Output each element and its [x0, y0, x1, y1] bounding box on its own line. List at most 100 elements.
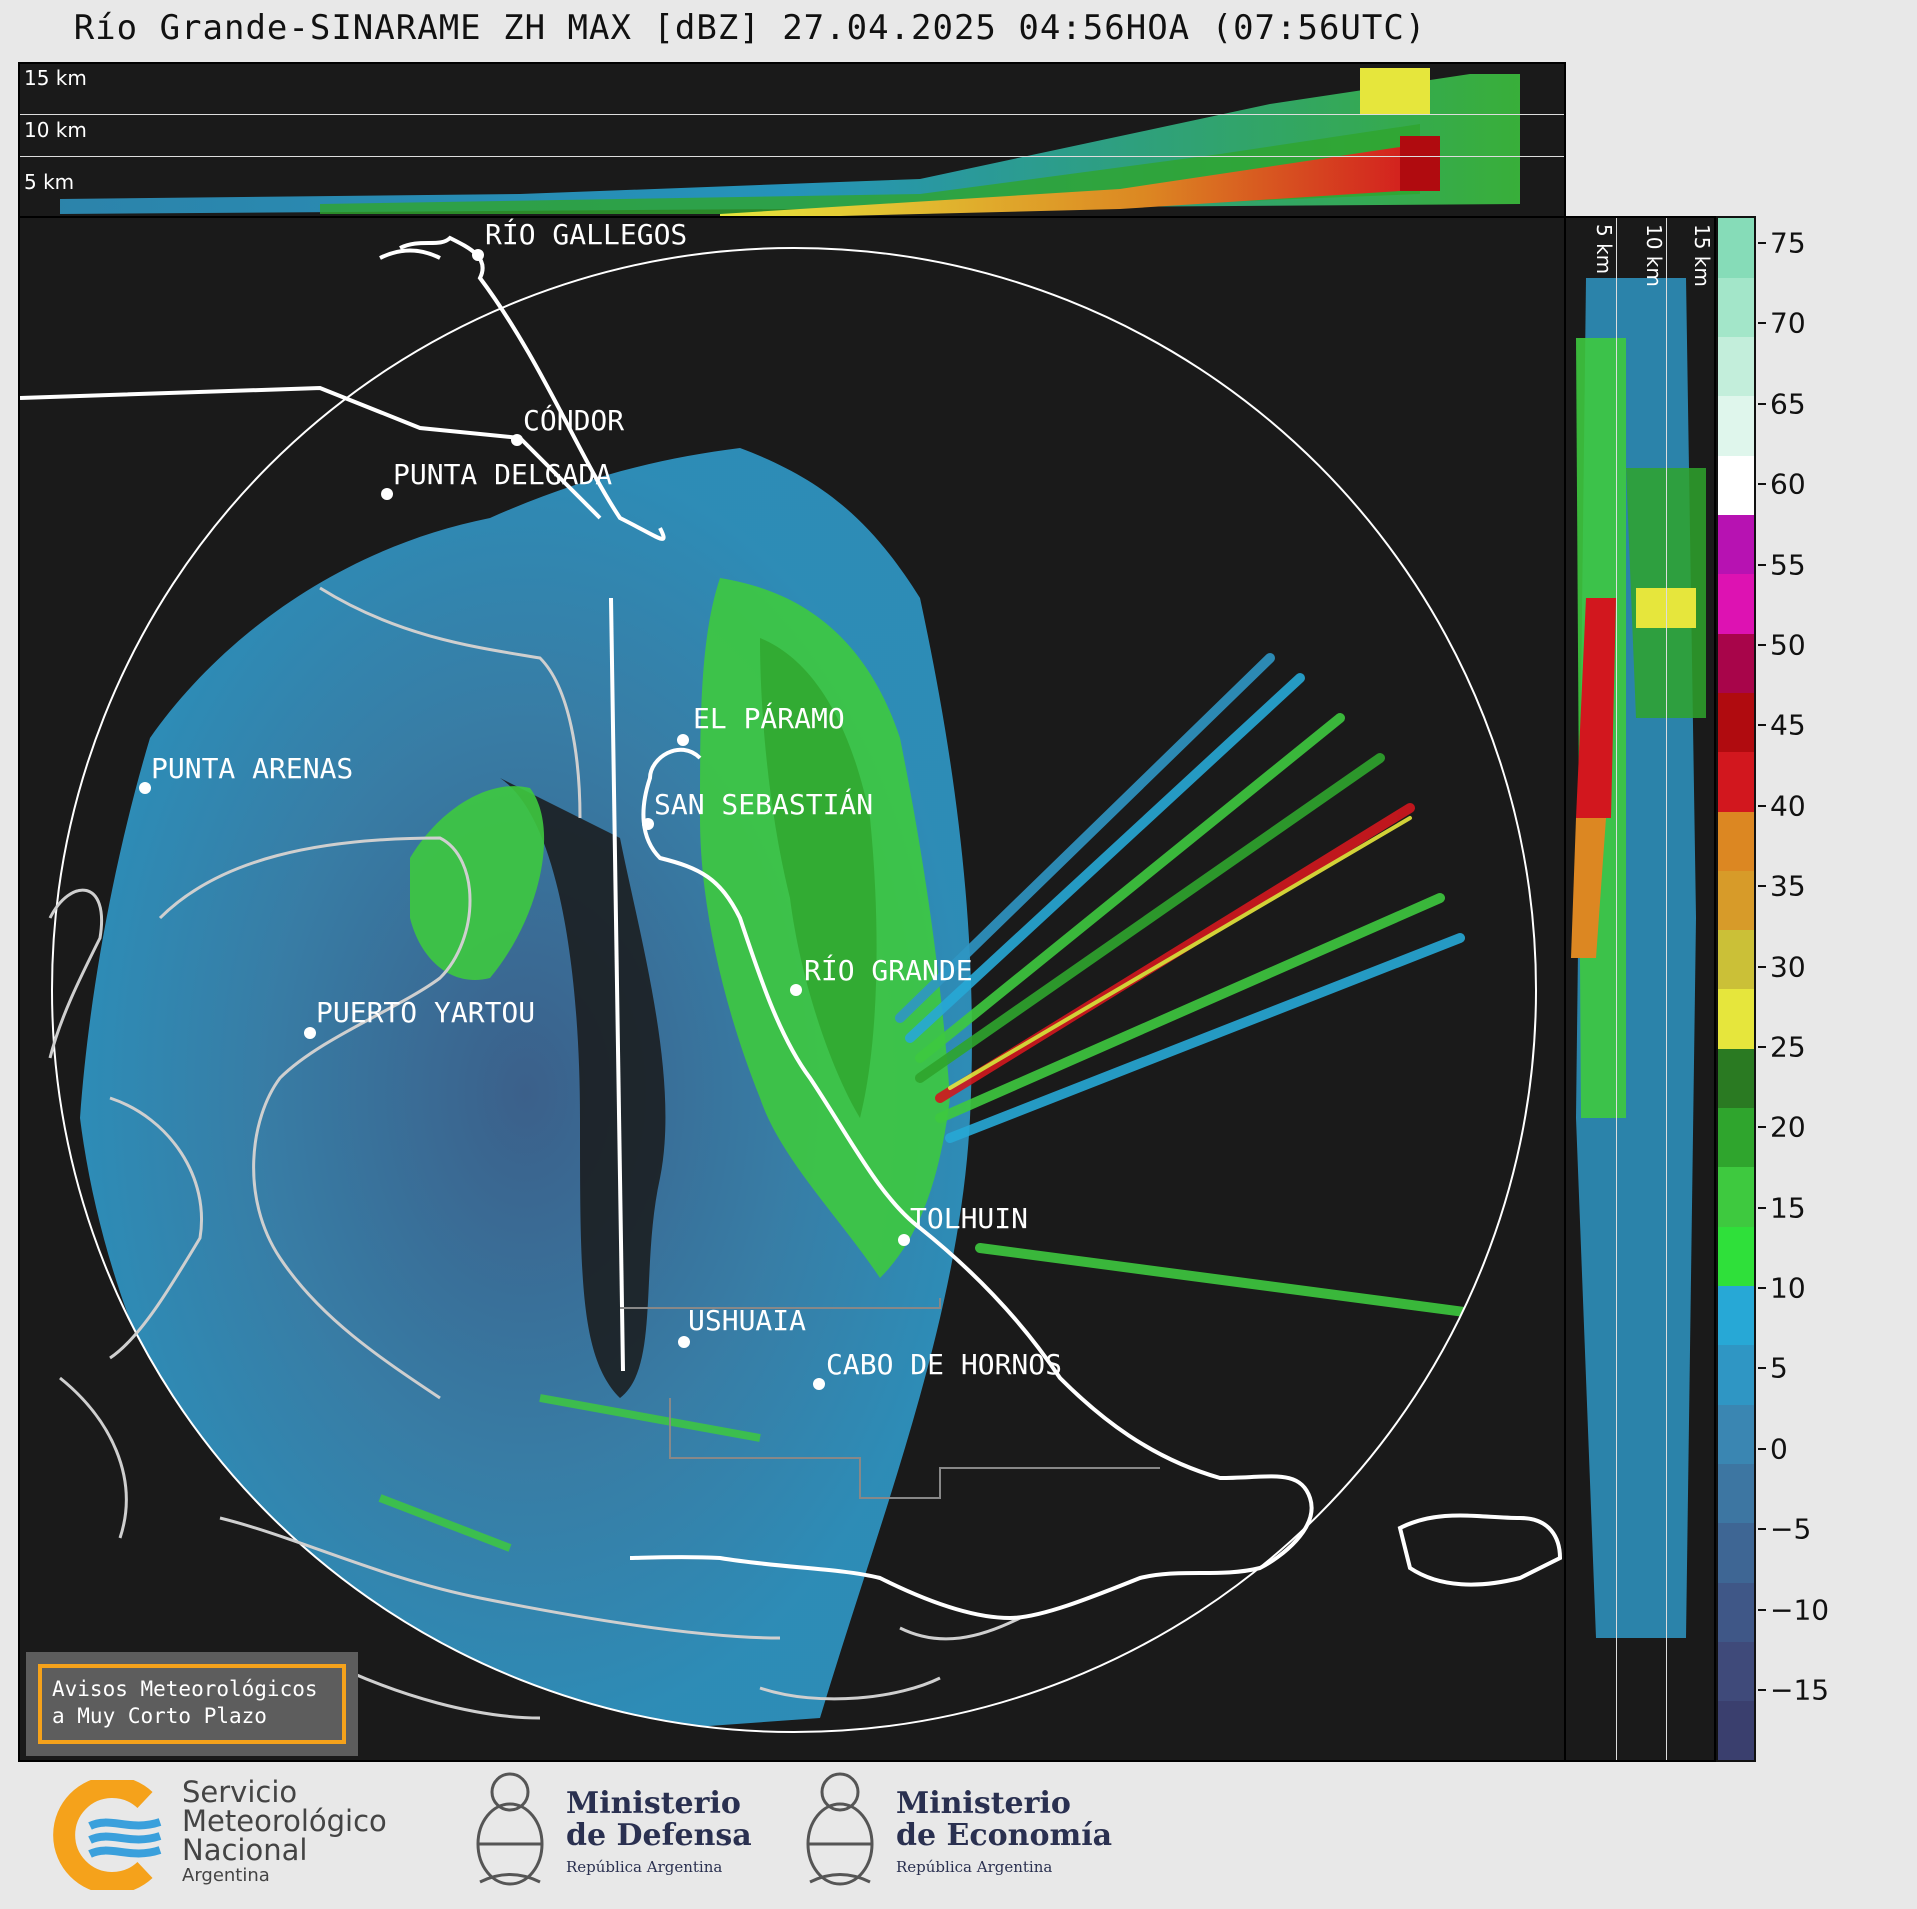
colorbar-tick-label: 30 [1770, 950, 1806, 983]
smn-line-4: Argentina [182, 1865, 270, 1886]
colorbar-tick-label: 35 [1770, 869, 1806, 903]
height-line-15km [20, 114, 1564, 115]
colorbar-tick [1758, 563, 1766, 566]
colorbar-tick [1758, 1287, 1766, 1290]
colorbar-segment [1718, 277, 1754, 338]
colorbar-segment [1718, 1463, 1754, 1524]
colorbar-segment [1718, 1048, 1754, 1109]
colorbar-tick [1758, 724, 1766, 727]
colorbar-tick [1758, 643, 1766, 646]
colorbar-tick-label: 70 [1770, 306, 1806, 340]
city-marker [678, 1336, 690, 1348]
colorbar-tick-label: −10 [1770, 1593, 1830, 1627]
economia-line-1: Ministerio [896, 1786, 1071, 1821]
range-ring [51, 247, 1537, 1733]
side-cross-section-panel: 5 km 10 km 15 km [1564, 216, 1716, 1762]
colorbar-segment [1718, 1404, 1754, 1464]
city-marker [642, 818, 654, 830]
colorbar-segment [1718, 1107, 1754, 1168]
height-label-10km: 10 km [1642, 224, 1666, 287]
colorbar-segment [1718, 633, 1754, 693]
alert-line-1: Avisos Meteorológicos [52, 1677, 318, 1701]
city-marker [472, 249, 484, 261]
smn-logo-icon [50, 1776, 170, 1894]
colorbar-segment [1718, 1226, 1754, 1287]
colorbar-tick [1758, 885, 1766, 888]
alert-box-frame: Avisos Meteorológicos a Muy Corto Plazo [38, 1664, 346, 1744]
alert-box: Avisos Meteorológicos a Muy Corto Plazo [26, 1652, 358, 1756]
top-cross-section-echo [60, 68, 1520, 216]
ministerio-economia-text: Ministerio de Economía [896, 1788, 1112, 1852]
colorbar-tick-label: 25 [1770, 1030, 1806, 1064]
colorbar-tick [1758, 483, 1766, 486]
height-line-10km [1666, 218, 1667, 1760]
colorbar-tick-label: 60 [1770, 467, 1806, 501]
economia-line-2: de Economía [896, 1818, 1113, 1853]
colorbar-tick-label: −5 [1770, 1512, 1812, 1546]
radar-reflectivity-layer [20, 235, 1563, 1733]
city-label-punta-delgada: PUNTA DELGADA [393, 458, 613, 491]
radar-site-marker [790, 984, 802, 996]
city-label-punta-arenas: PUNTA ARENAS [151, 752, 354, 785]
city-marker [511, 434, 523, 446]
colorbar-segment [1718, 692, 1754, 753]
smn-logo-text: Servicio Meteorológico Nacional Argentin… [182, 1778, 387, 1887]
colorbar-tick-label: −15 [1770, 1673, 1830, 1707]
height-line-5km [1616, 218, 1617, 1760]
colorbar-tick [1758, 1608, 1766, 1611]
defensa-sub: República Argentina [566, 1858, 723, 1876]
smn-line-1: Servicio [182, 1775, 298, 1809]
colorbar-tick [1758, 965, 1766, 968]
colorbar-segment [1718, 989, 1754, 1049]
colorbar-tick-label: 5 [1770, 1351, 1788, 1385]
colorbar-tick [1758, 1689, 1766, 1691]
city-marker [677, 734, 689, 746]
colorbar-tick [1758, 804, 1766, 807]
city-label-rio-grande: RÍO GRANDE [804, 954, 973, 987]
colorbar-segment [1718, 336, 1754, 397]
height-label-15km: 15 km [1690, 224, 1714, 287]
colorbar-tick [1758, 1528, 1766, 1531]
city-label-tolhuin: TOLHUIN [910, 1202, 1029, 1235]
alert-line-2: a Muy Corto Plazo [52, 1704, 267, 1728]
colorbar-tick [1758, 322, 1766, 325]
colorbar-tick-label: 45 [1770, 708, 1806, 742]
city-marker [304, 1027, 316, 1039]
colorbar-segment [1718, 1344, 1754, 1405]
height-label-5km: 5 km [24, 170, 75, 194]
height-label-15km: 15 km [24, 66, 87, 90]
colorbar-tick [1758, 242, 1766, 244]
colorbar-segment [1718, 455, 1754, 516]
colorbar-segment [1718, 395, 1754, 456]
map-title: Río Grande-SINARAME ZH MAX [dBZ] 27.04.2… [73, 8, 1427, 48]
city-marker [381, 488, 393, 500]
dbz-colorbar [1716, 216, 1756, 1762]
colorbar-tick-label: 20 [1770, 1110, 1806, 1144]
colorbar-segment [1718, 1641, 1754, 1702]
defensa-line-2: de Defensa [566, 1818, 752, 1853]
city-label-ushuaia: USHUAIA [688, 1304, 807, 1337]
height-label-10km: 10 km [24, 118, 87, 142]
colorbar-tick-label: 65 [1770, 387, 1806, 421]
economia-sub: República Argentina [896, 1858, 1053, 1876]
colorbar-segment [1718, 573, 1754, 634]
city-marker [898, 1234, 910, 1246]
colorbar-tick-label: 10 [1770, 1271, 1806, 1305]
coat-of-arms-icon [470, 1762, 550, 1898]
city-marker [813, 1378, 825, 1390]
colorbar-tick-label: 75 [1770, 226, 1806, 260]
colorbar-tick [1758, 1367, 1766, 1370]
city-label-puerto-yartou: PUERTO YARTOU [316, 996, 536, 1029]
colorbar-tick-label: 0 [1770, 1432, 1788, 1466]
radar-map-panel: RÍO GALLEGOS CÓNDOR PUNTA DELGADA PUNTA … [18, 216, 1566, 1762]
colorbar-segment [1718, 870, 1754, 931]
defensa-line-1: Ministerio [566, 1786, 741, 1821]
colorbar-segment [1718, 929, 1754, 990]
city-label-condor: CÓNDOR [523, 404, 625, 437]
colorbar-segment [1718, 1700, 1754, 1761]
colorbar-tick [1758, 1126, 1766, 1129]
top-cross-section-panel: 15 km 10 km 5 km [18, 62, 1566, 218]
colorbar-tick [1758, 1447, 1766, 1450]
smn-line-2: Meteorológico [182, 1804, 387, 1838]
colorbar-tick-label: 40 [1770, 789, 1806, 823]
